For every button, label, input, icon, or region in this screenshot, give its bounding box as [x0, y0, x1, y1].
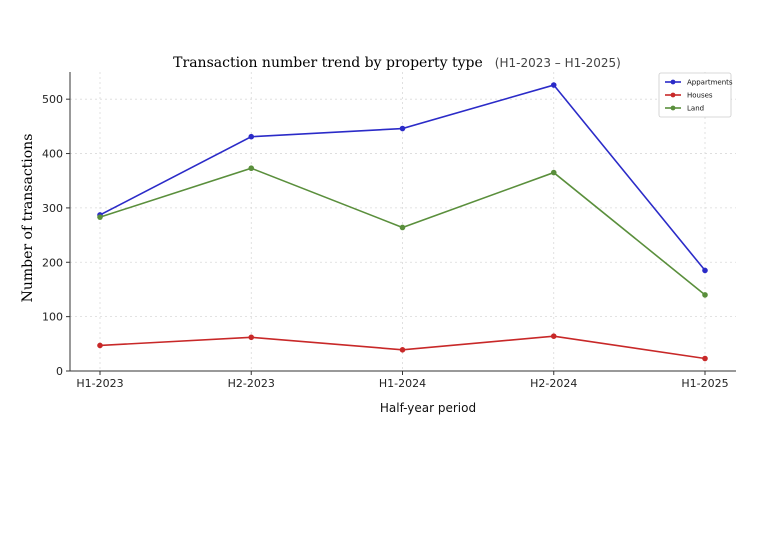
y-tick-label: 200: [42, 256, 63, 269]
x-tick-label: H2-2023: [228, 377, 275, 390]
legend-marker: [670, 79, 676, 85]
legend: Appartments Houses Land: [658, 72, 733, 118]
x-tick-label: H1-2025: [681, 377, 728, 390]
data-point: [550, 169, 557, 176]
data-point: [399, 125, 406, 132]
x-tick-label: H1-2023: [76, 377, 123, 390]
data-point: [399, 224, 406, 231]
data-point: [248, 165, 255, 172]
legend-marker: [670, 92, 676, 98]
series-houses: [97, 333, 708, 362]
chart-subtitle: (H1-2023 – H1-2025): [495, 56, 621, 70]
legend-label: Appartments: [687, 79, 733, 87]
y-tick-label: 300: [42, 202, 63, 215]
legend-marker: [670, 105, 676, 111]
grid: [70, 72, 736, 371]
y-axis-label: Number of transactions: [20, 134, 36, 303]
y-tick-label: 500: [42, 93, 63, 106]
x-axis-label: Half-year period: [380, 401, 476, 415]
x-tick-label: H2-2024: [530, 377, 577, 390]
series: [97, 82, 708, 362]
data-point: [248, 334, 255, 341]
legend-label: Land: [687, 105, 704, 113]
data-point: [702, 292, 708, 298]
legend-label: Houses: [687, 92, 713, 100]
data-point: [248, 133, 255, 140]
data-point: [550, 333, 557, 340]
tick-labels: 0 100 200 300 400 500 H1-2023 H2-2023 H1-2024 H2-…: [42, 93, 729, 390]
legend-box: [658, 72, 732, 118]
y-tick-label: 0: [56, 365, 63, 378]
data-point: [97, 342, 103, 349]
chart-title-main: Transaction number trend by property typ…: [173, 55, 483, 71]
series-land: [97, 165, 708, 298]
data-point: [702, 355, 708, 362]
y-tick-label: 400: [42, 148, 63, 161]
data-point: [550, 82, 557, 88]
data-point: [97, 214, 103, 220]
x-tick-label: H1-2024: [379, 377, 426, 390]
data-point: [399, 346, 406, 353]
chart-title: Transaction number trend by property typ…: [173, 54, 621, 71]
axes: [69, 72, 736, 372]
data-point: [702, 267, 708, 274]
y-tick-label: 100: [42, 311, 63, 324]
